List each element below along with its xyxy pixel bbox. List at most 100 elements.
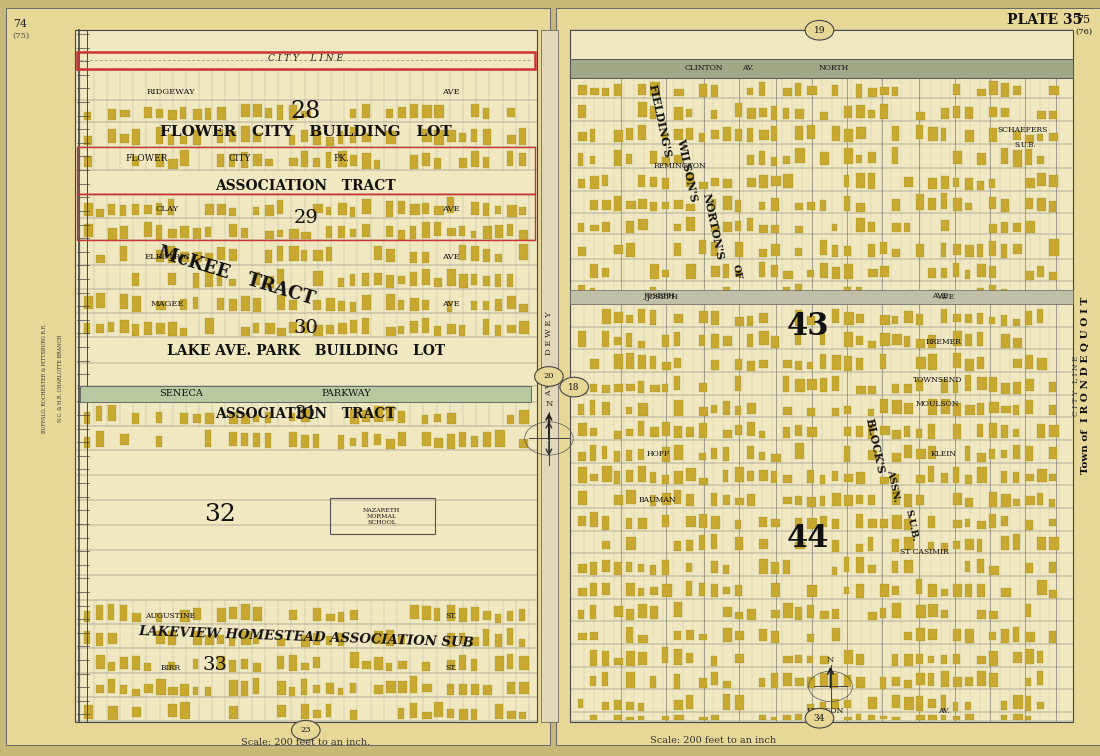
Bar (650, 495, 656, 506)
Bar (698, 423, 706, 438)
Bar (277, 638, 285, 646)
Bar (1049, 499, 1055, 507)
Bar (1001, 516, 1008, 526)
Bar (844, 446, 849, 462)
Bar (844, 333, 852, 347)
Bar (892, 400, 902, 414)
Bar (386, 132, 396, 144)
Bar (711, 85, 717, 98)
Bar (711, 242, 718, 256)
Bar (314, 130, 321, 145)
Bar (301, 634, 310, 647)
Text: FLOWER   CITY   BUILDING   LOT: FLOWER CITY BUILDING LOT (160, 125, 452, 138)
Bar (880, 584, 889, 597)
Bar (698, 383, 707, 392)
Bar (578, 222, 584, 232)
Bar (519, 683, 529, 693)
Bar (880, 477, 889, 485)
Bar (928, 699, 936, 708)
Bar (1037, 702, 1044, 709)
Bar (77, 194, 535, 240)
Bar (795, 148, 804, 163)
Bar (953, 519, 962, 528)
Bar (807, 380, 817, 390)
Bar (192, 130, 201, 145)
Bar (880, 354, 886, 369)
Bar (953, 629, 961, 640)
Bar (650, 677, 656, 688)
Bar (578, 564, 587, 573)
Bar (868, 519, 877, 528)
Bar (205, 272, 213, 287)
Bar (965, 714, 974, 720)
Bar (892, 490, 900, 505)
Bar (977, 181, 985, 190)
Bar (807, 202, 815, 210)
Bar (326, 683, 334, 694)
Bar (132, 204, 140, 215)
Bar (507, 682, 515, 694)
Text: 20: 20 (543, 373, 554, 380)
Bar (519, 439, 528, 448)
Bar (1013, 223, 1021, 232)
Bar (807, 293, 814, 302)
Bar (229, 432, 238, 446)
Bar (459, 226, 465, 237)
Bar (856, 173, 865, 187)
Bar (180, 252, 189, 262)
Bar (96, 406, 102, 421)
Bar (459, 432, 466, 447)
Bar (662, 716, 669, 720)
Bar (880, 399, 889, 414)
Bar (965, 446, 970, 461)
Bar (856, 557, 865, 572)
Bar (326, 206, 331, 215)
Bar (723, 695, 730, 710)
Bar (1001, 314, 1006, 326)
Bar (602, 88, 609, 96)
Bar (977, 88, 986, 96)
Bar (989, 240, 997, 256)
Bar (953, 654, 960, 664)
Bar (965, 677, 972, 686)
Bar (578, 331, 586, 347)
Bar (326, 614, 334, 621)
Bar (108, 633, 117, 644)
Bar (795, 334, 801, 345)
Bar (940, 309, 947, 324)
Text: NORTON'S: NORTON'S (701, 192, 725, 262)
Bar (289, 105, 297, 119)
Bar (108, 109, 117, 120)
Bar (614, 384, 623, 392)
Bar (662, 133, 668, 140)
Bar (880, 315, 890, 325)
Bar (868, 537, 873, 550)
Bar (940, 399, 949, 414)
Bar (977, 559, 983, 573)
Bar (205, 686, 211, 696)
Bar (674, 471, 683, 484)
Bar (650, 82, 660, 96)
Bar (698, 534, 705, 550)
Bar (626, 537, 636, 550)
Bar (459, 608, 468, 622)
Bar (447, 684, 453, 696)
Bar (928, 674, 934, 686)
Bar (747, 156, 754, 165)
Bar (698, 584, 705, 596)
Bar (783, 287, 790, 299)
Bar (783, 175, 793, 187)
Bar (447, 660, 455, 670)
Bar (626, 672, 635, 688)
Bar (880, 608, 886, 618)
Bar (868, 244, 876, 257)
Bar (265, 323, 275, 334)
Bar (471, 231, 476, 238)
Bar (314, 204, 323, 213)
Bar (362, 318, 370, 334)
Bar (459, 274, 469, 287)
Bar (747, 422, 755, 436)
Bar (96, 655, 104, 669)
Bar (507, 274, 514, 287)
Bar (638, 652, 647, 665)
